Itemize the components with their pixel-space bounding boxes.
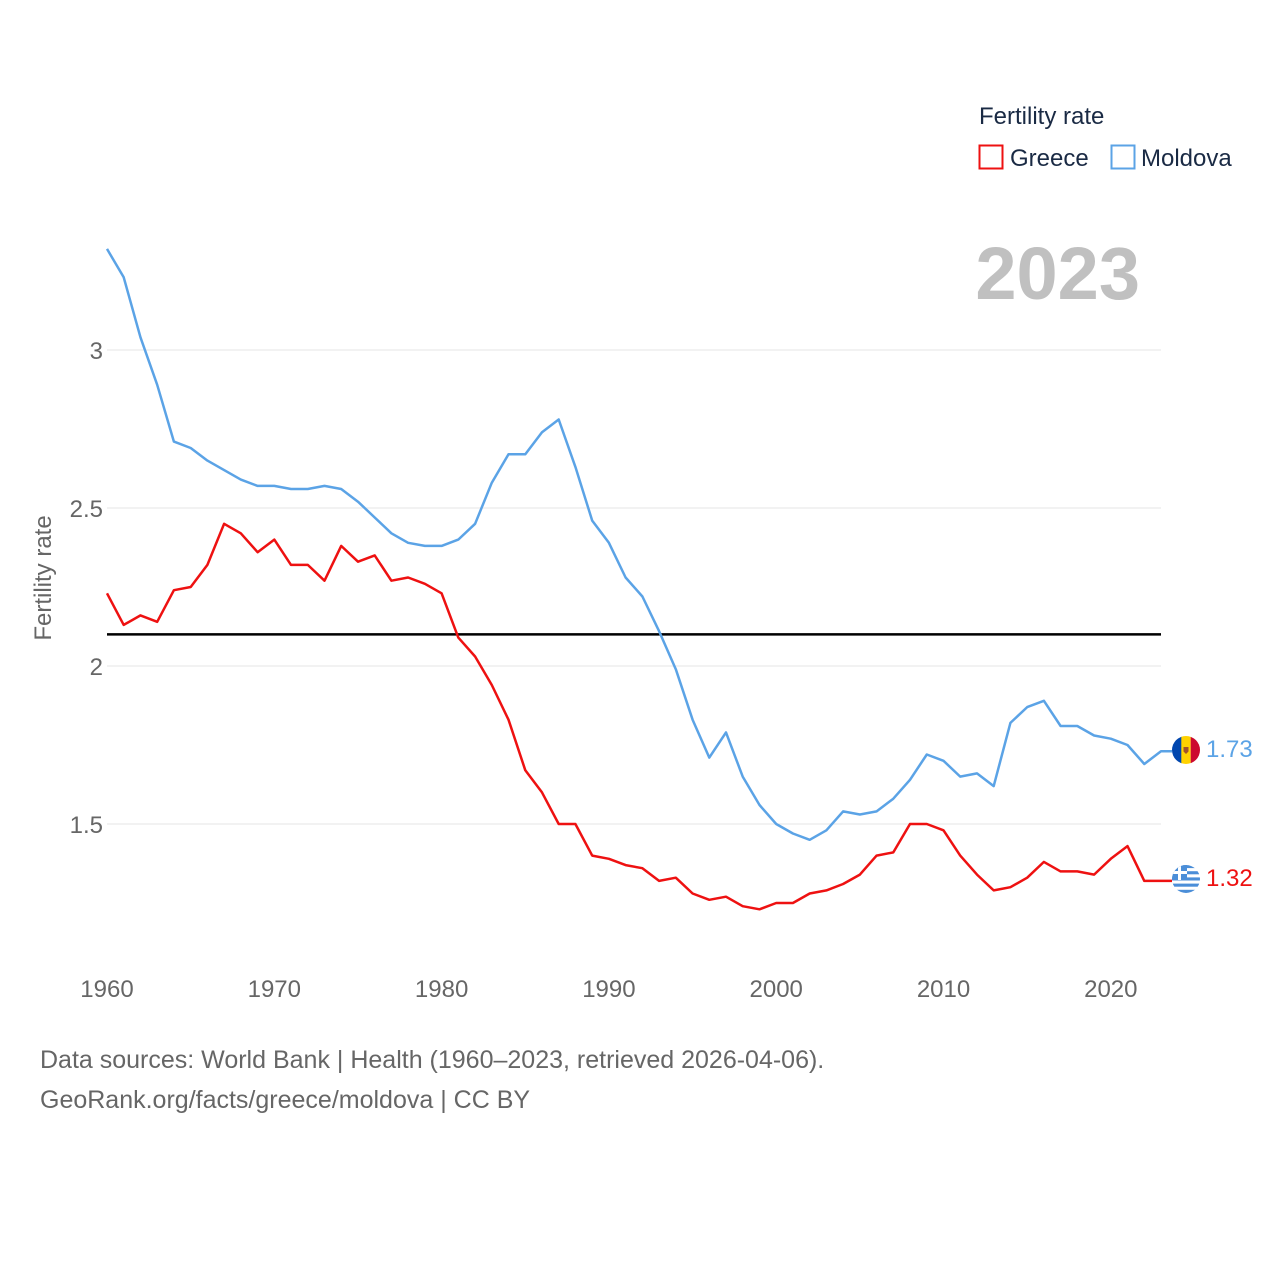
x-tick-label: 1970 xyxy=(248,976,301,1003)
legend-title: Fertility rate xyxy=(979,103,1104,130)
x-tick-label: 2020 xyxy=(1084,976,1137,1003)
legend-label-moldova: Moldova xyxy=(1141,145,1232,172)
legend-item-greece[interactable]: Greece xyxy=(978,144,1089,172)
y-tick-label: 2 xyxy=(90,654,103,681)
y-axis-label: Fertility rate xyxy=(30,515,57,640)
x-axis-ticks: 1960 1970 1980 1990 2000 2010 2020 xyxy=(80,976,1137,1003)
end-label-moldova: 1.73 xyxy=(1206,736,1253,763)
x-tick-label: 2010 xyxy=(917,976,970,1003)
legend: Fertility rate Greece Moldova xyxy=(978,103,1233,172)
end-label-greece: 1.32 xyxy=(1206,865,1253,892)
series-line-moldova[interactable] xyxy=(105,248,1172,842)
footer: Data sources: World Bank | Health (1960–… xyxy=(40,1040,824,1120)
footer-attribution[interactable]: GeoRank.org/facts/greece/moldova | CC BY xyxy=(40,1086,531,1114)
y-tick-label: 3 xyxy=(90,338,103,365)
legend-swatch-greece xyxy=(978,144,1004,170)
y-tick-label: 2.5 xyxy=(70,496,103,523)
series-lines xyxy=(105,248,1172,911)
x-tick-label: 1990 xyxy=(582,976,635,1003)
series-line-greece[interactable] xyxy=(105,522,1172,911)
x-tick-label: 1980 xyxy=(415,976,468,1003)
y-tick-label: 1.5 xyxy=(70,812,103,839)
legend-label-greece: Greece xyxy=(1010,145,1089,172)
moldova-flag-icon xyxy=(1172,736,1200,764)
y-axis-ticks: 1.5 2 2.5 3 xyxy=(70,338,103,839)
x-tick-label: 2000 xyxy=(750,976,803,1003)
greece-flag-icon xyxy=(1172,865,1200,893)
legend-item-moldova[interactable]: Moldova xyxy=(1110,144,1233,172)
x-tick-label: 1960 xyxy=(80,976,133,1003)
footer-sources: Data sources: World Bank | Health (1960–… xyxy=(40,1046,825,1074)
gridlines xyxy=(107,349,1161,825)
legend-swatch-moldova xyxy=(1110,144,1136,170)
year-label: 2023 xyxy=(975,232,1140,315)
